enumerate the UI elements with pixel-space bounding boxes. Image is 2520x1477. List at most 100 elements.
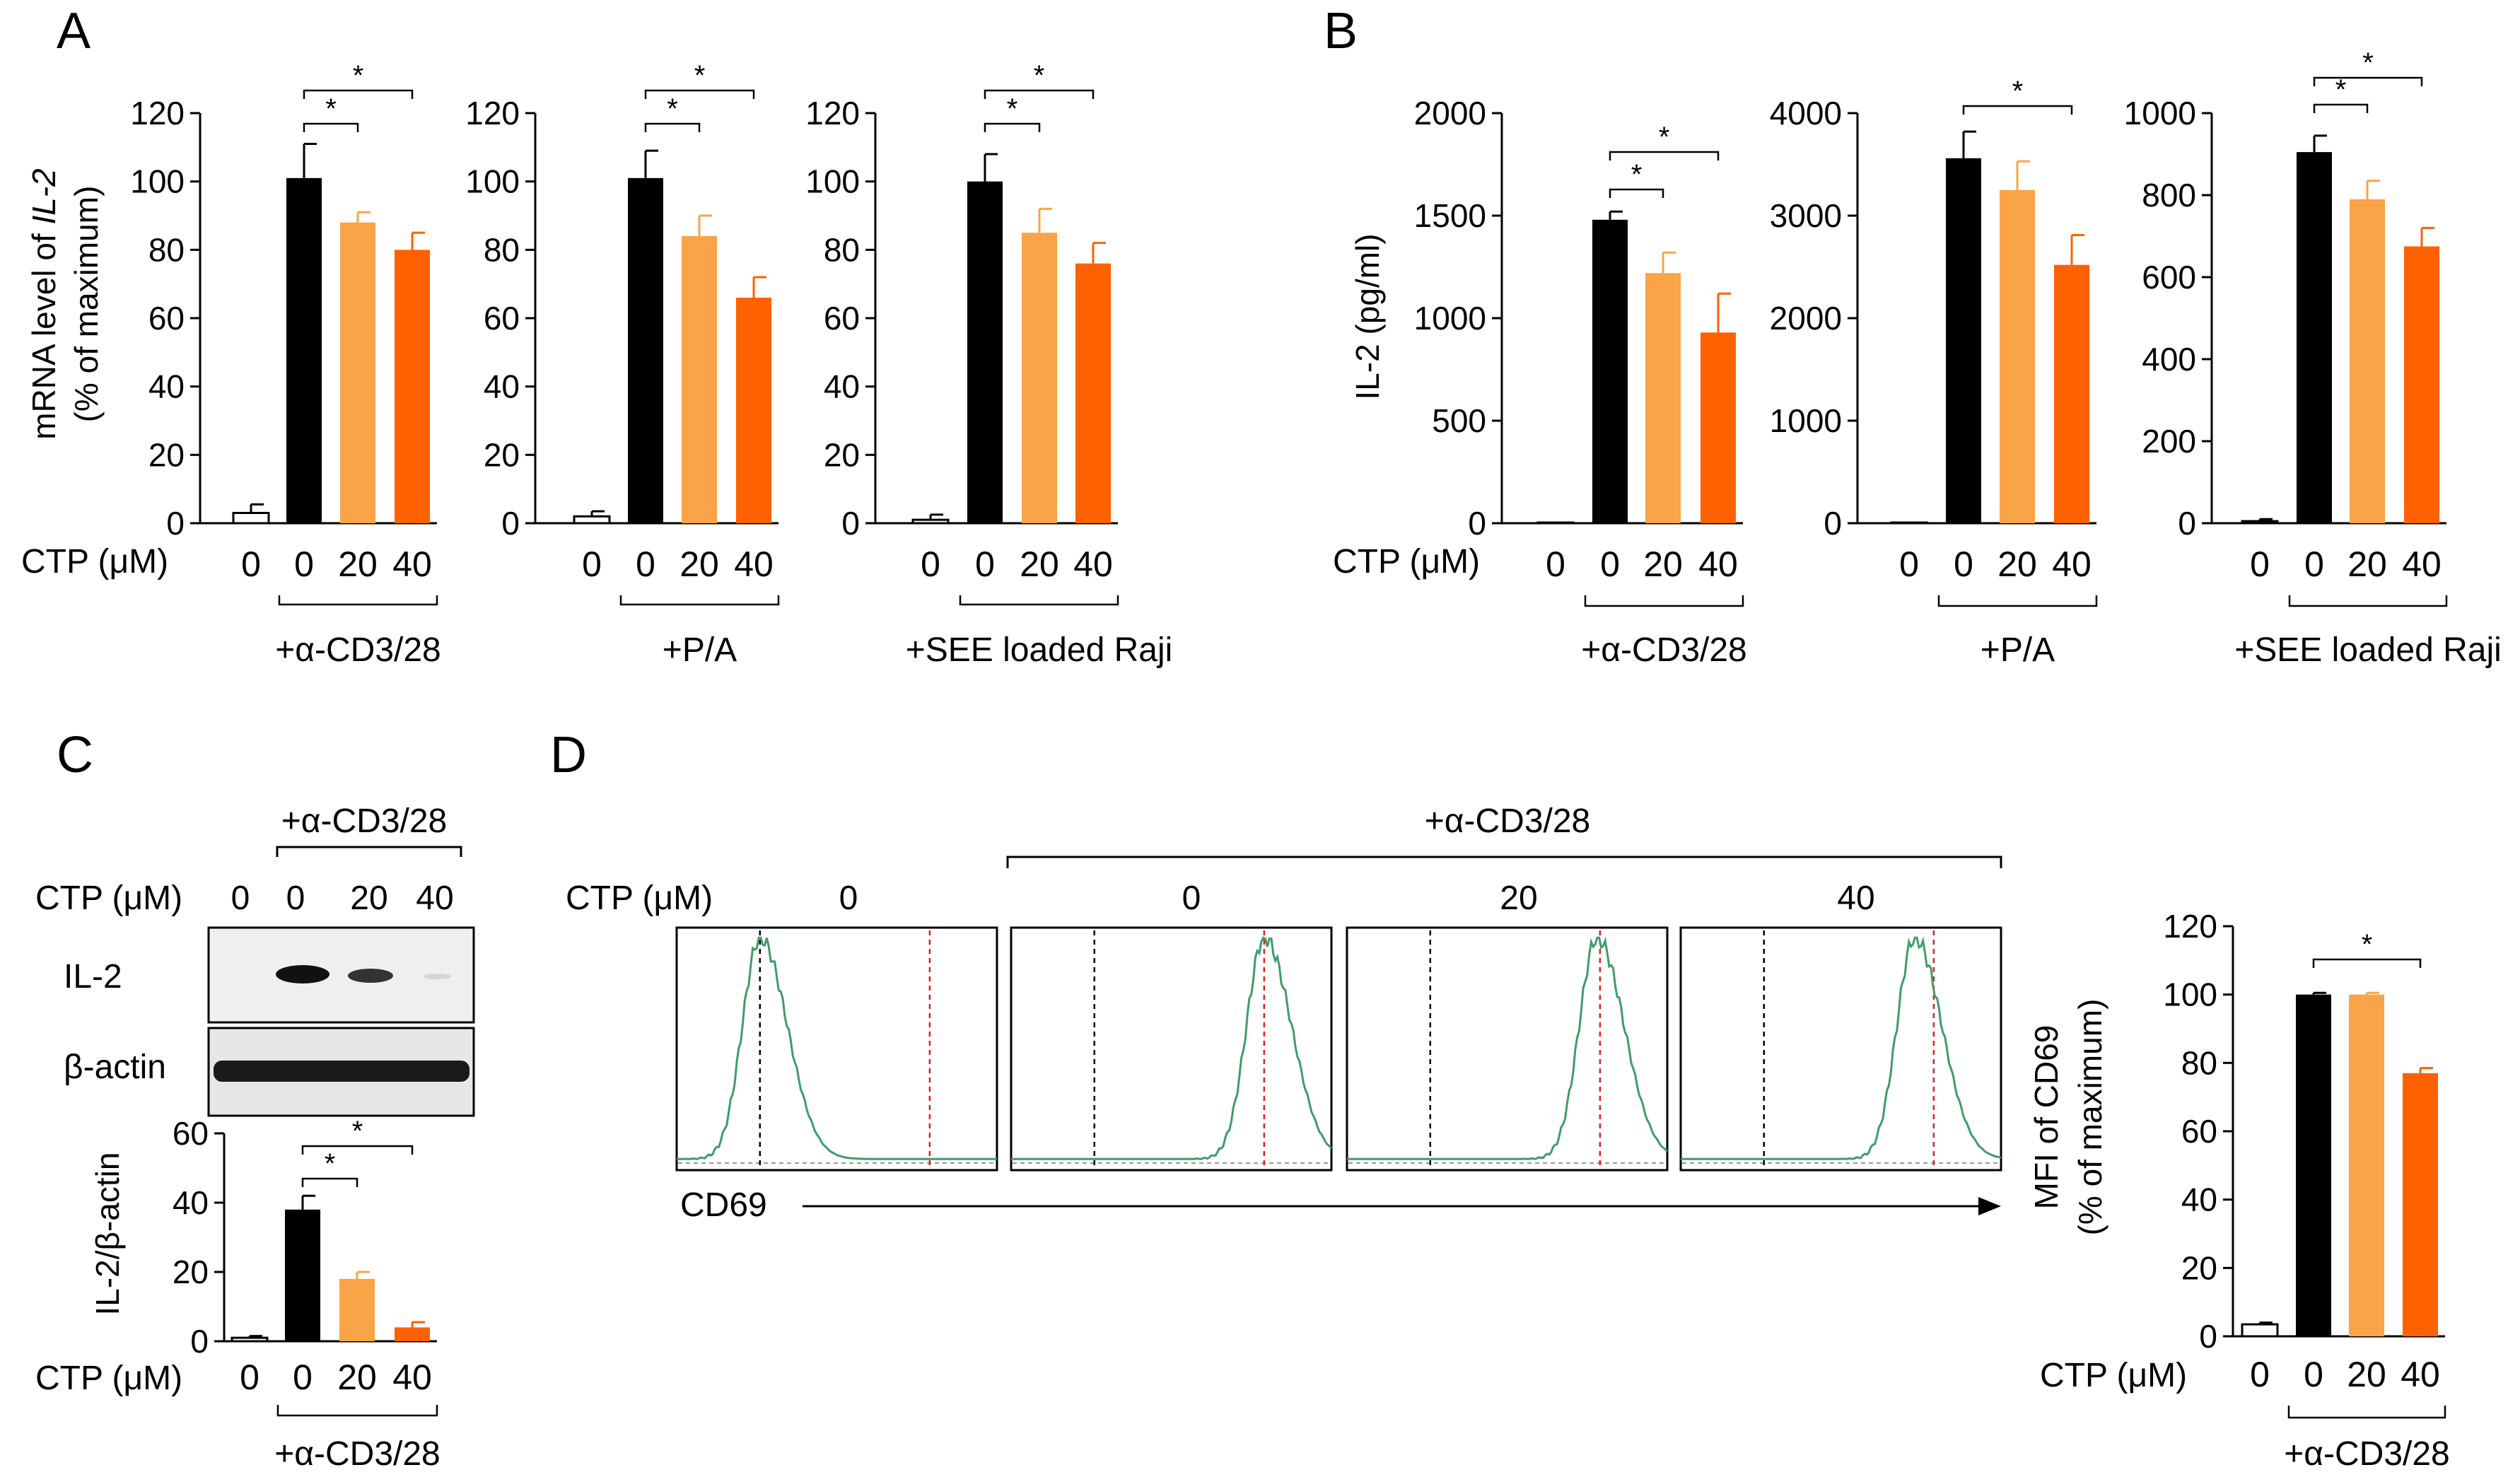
- bar: [1946, 158, 1981, 524]
- cd69-axis-label: CD69: [680, 1186, 767, 1224]
- panel-d-ylabel-line1: MFI of CD69: [2028, 1025, 2065, 1210]
- significance-star: *: [2012, 76, 2024, 107]
- bar: [286, 177, 322, 524]
- histo-col-label-2: 0: [1182, 880, 1201, 917]
- y-tick-label: 0: [166, 505, 185, 542]
- histogram-box: [1010, 926, 1333, 1172]
- y-tick-label: 40: [148, 368, 185, 405]
- y-tick-label: 0: [1468, 505, 1486, 542]
- y-tick-label: 600: [2142, 259, 2196, 296]
- y-tick-label: 80: [484, 231, 520, 268]
- category-label: 40: [734, 544, 774, 584]
- y-tick-label: 4000: [1770, 95, 1842, 132]
- y-tick-label: 0: [190, 1323, 209, 1360]
- group-bracket: [1584, 595, 1744, 607]
- y-tick-label: 100: [2163, 976, 2217, 1013]
- significance-star: *: [694, 60, 706, 91]
- bar: [2350, 199, 2385, 523]
- significance-bracket: [301, 1177, 358, 1187]
- category-label: 40: [392, 544, 432, 584]
- significance-star: *: [1007, 93, 1018, 124]
- category-label: 0: [293, 1358, 313, 1397]
- bar: [339, 1278, 375, 1341]
- category-label: 0: [2250, 1355, 2270, 1394]
- bar: [1592, 219, 1628, 523]
- y-tick-label: 0: [2199, 1318, 2217, 1355]
- y-tick-label: 120: [2163, 908, 2217, 945]
- category-label: 40: [392, 1358, 432, 1397]
- y-tick-label: 80: [2181, 1044, 2217, 1081]
- category-label: 0: [921, 544, 940, 584]
- y-tick-label: 1000: [1770, 402, 1842, 439]
- category-label: 0: [1954, 544, 1973, 584]
- category-label: 40: [2401, 1355, 2440, 1394]
- y-tick-label: 20: [148, 436, 185, 473]
- blot-band-actin: [214, 1061, 469, 1082]
- category-label: 0: [2250, 544, 2270, 584]
- blot-row-label-il2: IL-2: [64, 958, 122, 996]
- y-tick-label: 100: [130, 163, 185, 200]
- y-tick-label: 0: [501, 505, 520, 542]
- ctp-label-c-blot: CTP (μM): [35, 880, 182, 917]
- y-tick-label: 20: [173, 1254, 209, 1290]
- blot-band-il2-lane4: [423, 974, 451, 979]
- significance-star: *: [2362, 47, 2374, 78]
- group-bracket: [1937, 595, 2098, 607]
- significance-star: *: [667, 93, 678, 124]
- blot-header-lane4: 40: [416, 880, 453, 917]
- category-label: 20: [2347, 544, 2387, 584]
- significance-bracket: [984, 122, 1041, 132]
- y-tick-label: 60: [484, 300, 520, 337]
- bar: [2349, 994, 2384, 1336]
- group-label: +SEE loaded Raji: [906, 631, 1173, 669]
- blot-band-il2-lane2: [276, 965, 329, 983]
- bar: [628, 177, 663, 524]
- category-label: 0: [240, 1358, 259, 1397]
- y-tick-label: 120: [130, 95, 185, 132]
- category-label: 20: [1020, 544, 1059, 584]
- bar: [2000, 189, 2035, 523]
- group-bracket: [2287, 1406, 2446, 1419]
- y-tick-label: 0: [2178, 505, 2196, 542]
- significance-star: *: [1034, 60, 1045, 91]
- histo-col-label-4: 40: [1837, 880, 1874, 917]
- y-tick-label: 60: [2181, 1113, 2217, 1150]
- category-label: 0: [2304, 1355, 2323, 1394]
- significance-bracket: [2313, 103, 2369, 113]
- category-label: 20: [337, 1358, 377, 1397]
- ctp-label-b: CTP (μM): [1333, 543, 1480, 580]
- category-label: 20: [679, 544, 719, 584]
- significance-star: *: [2362, 929, 2373, 960]
- bar: [2296, 994, 2331, 1336]
- group-label: +α-CD3/28: [2284, 1435, 2450, 1473]
- y-tick-label: 120: [465, 95, 520, 132]
- y-tick-label: 2000: [1770, 300, 1842, 337]
- panel-d-ylabel-line2: (% of maximum): [2072, 999, 2108, 1236]
- panel-letter-d: D: [550, 727, 587, 783]
- blot-band-il2-lane3: [348, 969, 393, 983]
- category-label: 0: [1899, 544, 1919, 584]
- significance-bracket: [1962, 105, 2073, 115]
- significance-bracket: [301, 1145, 414, 1155]
- significance-bracket: [644, 122, 701, 132]
- cd69-histogram-curve: [1347, 936, 1669, 1160]
- group-label: +α-CD3/28: [274, 1435, 441, 1473]
- histogram-boxes: [675, 926, 2002, 1172]
- y-tick-label: 1000: [1414, 300, 1486, 337]
- blot-header-lane2: 0: [286, 880, 305, 917]
- y-tick-label: 1000: [2124, 95, 2196, 132]
- histo-col-label-1: 0: [839, 880, 858, 917]
- significance-bracket: [303, 122, 359, 132]
- y-tick-label: 120: [805, 95, 860, 132]
- category-label: 0: [975, 544, 995, 584]
- group-label: +P/A: [663, 631, 737, 669]
- histo-treatment-bracket: [1006, 856, 2002, 868]
- blot-header-lane3: 20: [350, 880, 387, 917]
- panel-a-ylabel-line2: (% of maximum): [68, 186, 105, 423]
- bar: [2241, 1323, 2279, 1338]
- panel-c-ylabel: IL-2/β-actin: [89, 1152, 126, 1316]
- bar: [2403, 1073, 2438, 1336]
